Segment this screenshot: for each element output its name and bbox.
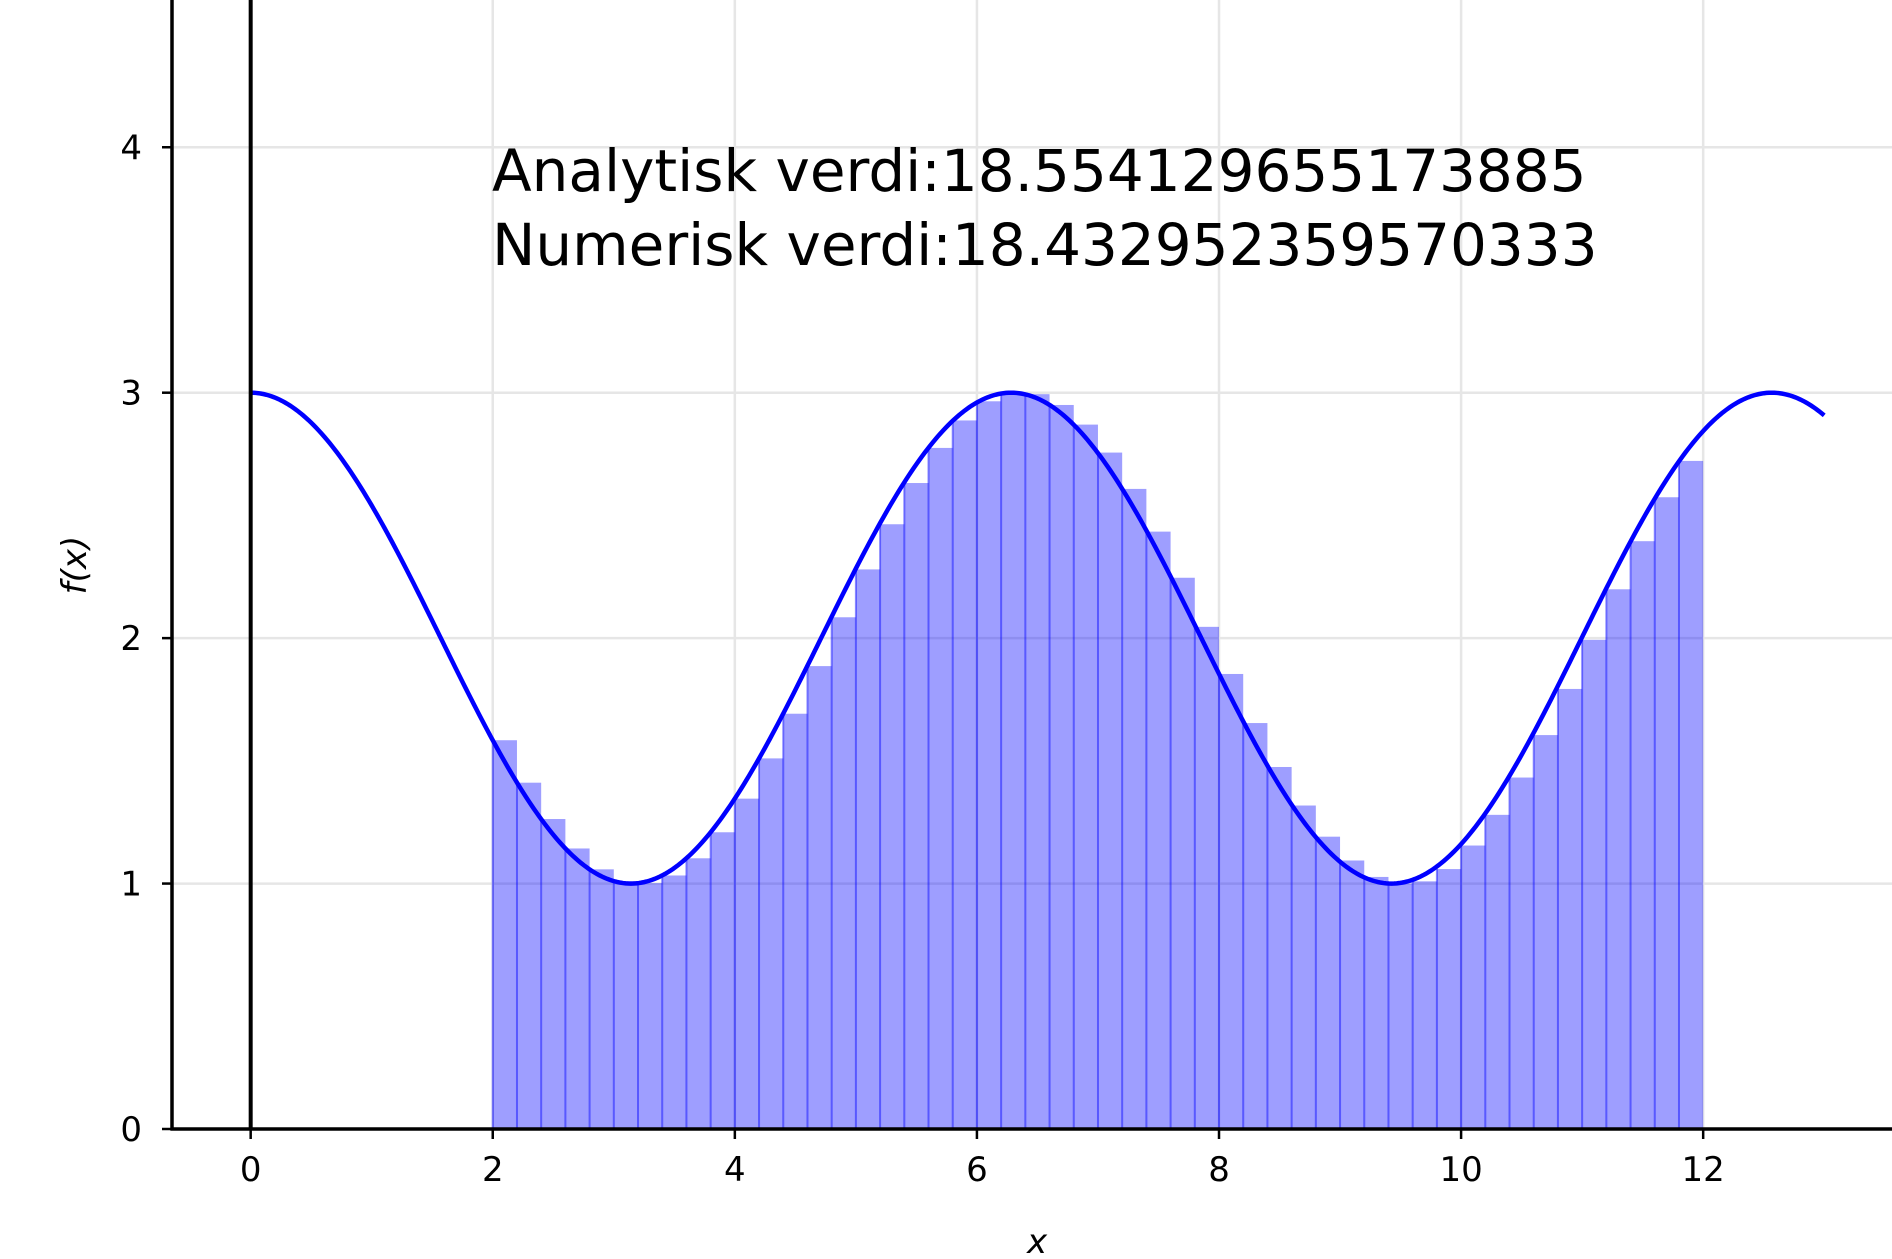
bar	[880, 524, 905, 1129]
bar	[807, 666, 832, 1129]
bar	[492, 740, 517, 1129]
annotation-analytic: Analytisk verdi:18.554129655173885	[492, 137, 1587, 205]
bar	[952, 420, 977, 1129]
y-tick-label: 1	[120, 865, 142, 905]
bar	[516, 782, 542, 1129]
bar	[831, 617, 856, 1129]
bar	[1340, 860, 1365, 1129]
bar	[589, 869, 614, 1129]
bar	[783, 713, 808, 1129]
bar	[1170, 577, 1195, 1129]
bar	[686, 858, 711, 1129]
bar	[1122, 488, 1147, 1129]
annotation-numeric: Numerisk verdi:18.432952359570333	[492, 211, 1598, 279]
bar	[613, 881, 639, 1129]
bar	[710, 832, 735, 1129]
bar	[1533, 735, 1558, 1129]
bar	[1291, 805, 1316, 1129]
bar	[1049, 404, 1074, 1129]
bar	[1436, 869, 1462, 1129]
y-tick-label: 4	[120, 128, 142, 168]
bar	[1364, 876, 1389, 1129]
x-tick-label: 6	[966, 1150, 988, 1190]
bar	[976, 401, 1002, 1129]
y-tick-label: 3	[120, 374, 142, 414]
bar	[855, 569, 881, 1129]
x-tick-label: 4	[724, 1150, 746, 1190]
bar	[1194, 626, 1220, 1129]
bar	[1388, 883, 1413, 1129]
x-tick-label: 10	[1439, 1150, 1482, 1190]
x-tick-label: 0	[240, 1150, 262, 1190]
x-tick-label: 12	[1682, 1150, 1725, 1190]
y-tick-label: 2	[120, 619, 142, 659]
y-tick-label: 0	[120, 1110, 142, 1150]
bar	[1025, 394, 1050, 1129]
bar	[1582, 639, 1607, 1129]
bar	[1243, 723, 1268, 1129]
axes-group	[170, 0, 1892, 1131]
bar	[1509, 777, 1534, 1129]
bar	[1412, 881, 1437, 1129]
bar	[904, 483, 929, 1130]
bar	[1461, 845, 1486, 1129]
bar	[1001, 392, 1026, 1129]
bar	[1097, 452, 1123, 1129]
bar	[759, 758, 784, 1129]
bar	[1606, 589, 1631, 1129]
bar	[1315, 836, 1341, 1129]
x-tick-label: 2	[482, 1150, 504, 1190]
grid-lines	[172, 0, 1892, 1131]
y-axis-label: f(x)	[55, 536, 95, 595]
bar	[1485, 814, 1510, 1129]
bar	[1630, 541, 1655, 1129]
bar	[928, 447, 953, 1130]
bar	[1219, 673, 1244, 1129]
x-axis-label: x	[1026, 1222, 1048, 1259]
bar	[1654, 497, 1679, 1129]
bars-group	[491, 392, 1704, 1130]
bar	[1146, 531, 1171, 1129]
x-tick-label: 8	[1208, 1150, 1230, 1190]
bar	[1267, 766, 1292, 1129]
bar	[734, 798, 760, 1129]
bar	[565, 848, 590, 1129]
curve-group	[250, 390, 1826, 886]
function-curve	[250, 390, 1826, 886]
bar	[1678, 460, 1704, 1129]
bar	[662, 875, 687, 1129]
bar	[541, 819, 566, 1129]
bar	[1557, 688, 1583, 1129]
bar	[638, 883, 663, 1129]
bar	[1073, 424, 1098, 1129]
